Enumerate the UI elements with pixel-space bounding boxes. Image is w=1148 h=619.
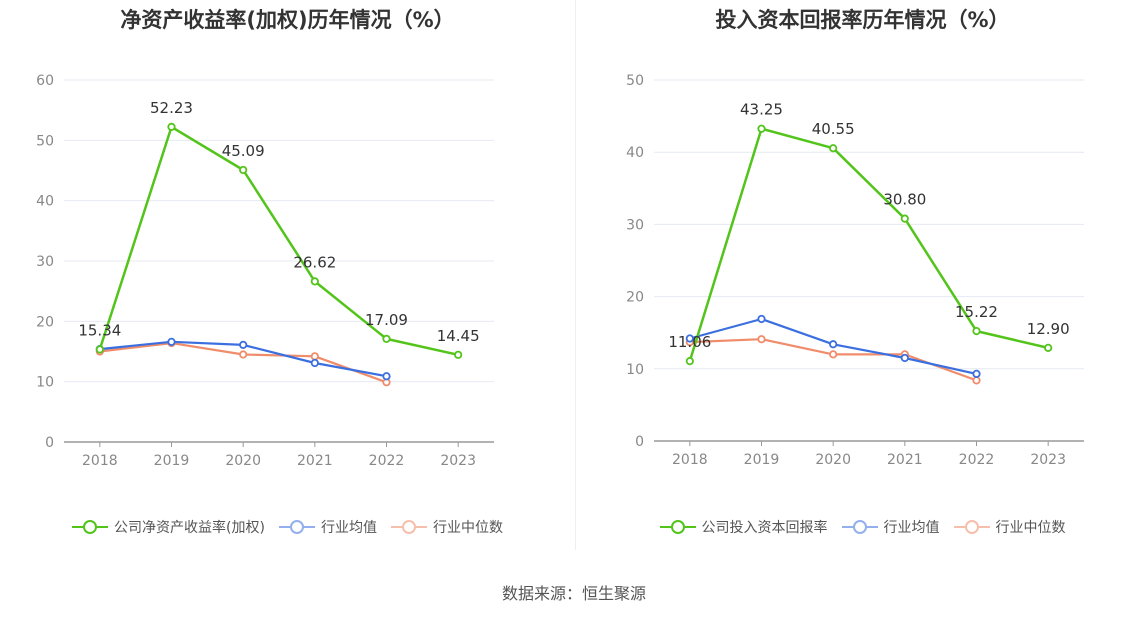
data-point-company xyxy=(900,214,909,223)
data-point-median xyxy=(310,352,319,361)
y-tick-label: 40 xyxy=(36,194,54,210)
data-point-company xyxy=(757,124,766,133)
data-point-avg xyxy=(972,369,981,378)
legend-label: 行业中位数 xyxy=(432,520,503,536)
data-point-company xyxy=(167,122,176,131)
y-tick-label: 0 xyxy=(45,435,54,451)
data-point-median xyxy=(239,350,248,359)
x-tick-label: 2019 xyxy=(154,453,190,469)
data-point-avg xyxy=(829,340,838,349)
series-line-company xyxy=(98,125,459,357)
line-marker-icon xyxy=(390,519,427,535)
x-tick-label: 2018 xyxy=(672,452,708,468)
y-tick-label: 20 xyxy=(36,314,54,330)
data-point-avg xyxy=(685,334,694,343)
y-tick-label: 10 xyxy=(626,362,644,378)
data-label: 17.09 xyxy=(365,311,408,329)
data-point-avg xyxy=(310,358,319,368)
data-label: 11.06 xyxy=(668,333,711,351)
data-label: 30.80 xyxy=(883,191,926,209)
data-point-company xyxy=(382,334,391,343)
y-tick-label: 30 xyxy=(36,254,54,270)
x-tick-label: 2023 xyxy=(440,453,476,469)
x-tick-label: 2021 xyxy=(887,452,923,468)
x-tick-label: 2018 xyxy=(82,453,118,469)
data-point-company xyxy=(95,345,104,354)
y-tick-label: 20 xyxy=(626,290,644,306)
roe-chart-panel: 净资产收益率(加权)历年情况（%） 0 10 20 30 40 50 60 2018 2019 2… xyxy=(0,0,575,560)
legend-item-industry-average[interactable]: 行业均值 xyxy=(278,517,377,537)
x-tick-label: 2022 xyxy=(959,452,995,468)
legend-label: 行业均值 xyxy=(883,520,940,536)
data-label: 15.34 xyxy=(78,321,121,339)
data-source-note: 数据来源：恒生聚源 xyxy=(501,584,646,603)
data-point-company xyxy=(1044,343,1053,352)
data-point-avg xyxy=(239,340,248,349)
x-tick-label: 2019 xyxy=(744,452,780,468)
line-marker-icon xyxy=(278,519,315,535)
data-point-company xyxy=(972,327,981,336)
line-marker-icon xyxy=(953,519,990,535)
x-tick-label: 2022 xyxy=(369,453,405,469)
data-point-avg xyxy=(900,353,909,363)
legend-item-industry-median[interactable]: 行业中位数 xyxy=(390,517,503,537)
data-label: 45.09 xyxy=(222,142,265,160)
x-tick-label: 2021 xyxy=(297,453,333,469)
data-point-median xyxy=(757,335,766,344)
data-label: 43.25 xyxy=(740,101,783,119)
line-marker-icon xyxy=(72,519,109,535)
x-tick-label: 2020 xyxy=(815,452,851,468)
chart-title: 净资产收益率(加权)历年情况（%） xyxy=(120,8,455,32)
roic-line-chart: 0 10 20 30 40 50 2018 2019 2020 2021 2022 2023 11.06… xyxy=(626,73,1084,468)
y-tick-label: 40 xyxy=(626,145,644,161)
data-label: 26.62 xyxy=(293,253,336,271)
data-label: 15.22 xyxy=(955,303,998,321)
panel-divider xyxy=(575,0,576,550)
data-point-company xyxy=(685,357,694,366)
line-marker-icon xyxy=(659,519,696,535)
data-point-company xyxy=(310,277,319,286)
data-point-avg xyxy=(757,314,766,324)
series-line-median xyxy=(99,342,387,384)
legend-label: 行业均值 xyxy=(320,520,377,536)
data-label: 52.23 xyxy=(150,99,193,117)
data-point-avg xyxy=(382,372,391,381)
y-tick-label: 50 xyxy=(36,133,54,149)
legend-item-company[interactable]: 公司净资产收益率(加权) xyxy=(72,517,265,537)
x-tick-label: 2020 xyxy=(225,453,261,469)
legend-label: 公司净资产收益率(加权) xyxy=(114,520,265,536)
data-point-company xyxy=(239,165,248,175)
legend-label: 行业中位数 xyxy=(995,520,1066,536)
data-point-avg xyxy=(167,337,176,346)
roe-line-chart: 0 10 20 30 40 50 60 2018 2019 2020 2021 2022 2023 15.… xyxy=(36,73,494,469)
data-point-median xyxy=(972,376,981,385)
y-tick-label: 30 xyxy=(626,217,644,233)
data-point-company xyxy=(454,350,463,359)
data-point-company xyxy=(829,144,838,153)
chart-legend: 公司投入资本回报率 行业均值 行业中位数 xyxy=(577,517,1148,537)
data-label: 12.90 xyxy=(1027,320,1070,338)
y-tick-label: 0 xyxy=(635,434,644,450)
line-marker-icon xyxy=(841,519,878,535)
y-tick-label: 50 xyxy=(626,73,644,89)
data-label: 40.55 xyxy=(812,120,855,138)
y-tick-label: 60 xyxy=(36,73,54,89)
roic-chart-panel: 投入资本回报率历年情况（%） 0 10 20 30 40 50 2018 2019 2020 20… xyxy=(577,0,1148,560)
chart-legend: 公司净资产收益率(加权) 行业均值 行业中位数 xyxy=(0,517,575,537)
y-tick-label: 10 xyxy=(36,375,54,391)
chart-title: 投入资本回报率历年情况（%） xyxy=(715,8,1010,32)
series-line-company xyxy=(688,127,1049,362)
legend-item-industry-average[interactable]: 行业均值 xyxy=(841,517,940,537)
data-point-median xyxy=(829,350,838,359)
legend-item-company[interactable]: 公司投入资本回报率 xyxy=(659,517,828,537)
legend-label: 公司投入资本回报率 xyxy=(701,520,828,536)
legend-item-industry-median[interactable]: 行业中位数 xyxy=(953,517,1066,537)
data-label: 14.45 xyxy=(437,327,480,345)
x-tick-label: 2023 xyxy=(1030,452,1066,468)
